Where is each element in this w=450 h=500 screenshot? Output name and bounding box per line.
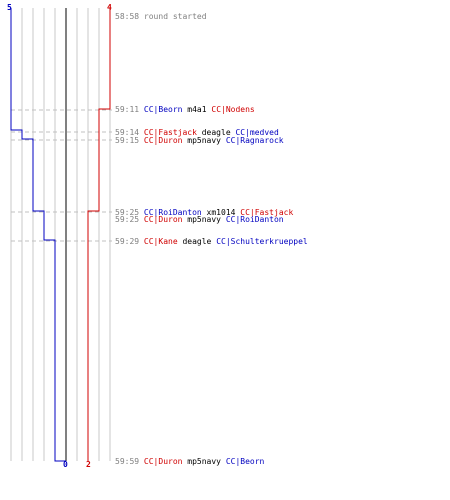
red-end-count: 2	[86, 460, 91, 469]
event-time: 59:15	[115, 136, 140, 145]
killer-name: CC|Fastjack	[143, 128, 197, 137]
event-time: 58:58	[115, 12, 140, 21]
event-row: 59:15 CC|Duron mp5navy CC|Ragnarock	[115, 136, 284, 145]
event-guide-lines	[11, 109, 112, 242]
event-time: 59:11	[115, 105, 140, 114]
victim-name: CC|Beorn	[225, 457, 265, 466]
event-row: 59:14 CC|Fastjack deagle CC|medved	[115, 128, 279, 137]
weapon-name: mp5navy	[187, 215, 221, 224]
victim-name: CC|Ragnarock	[225, 136, 284, 145]
event-row: 59:11 CC|Beorn m4a1 CC|Nodens	[115, 105, 255, 114]
red-start-count: 4	[107, 3, 112, 12]
player-count-grid	[10, 8, 111, 461]
killer-name: CC|Duron	[143, 136, 183, 145]
killer-name: CC|Beorn	[143, 105, 183, 114]
victim-name: CC|Nodens	[211, 105, 255, 114]
weapon-name: deagle	[182, 237, 212, 246]
event-time: 59:25	[115, 208, 140, 217]
event-row: 59:29 CC|Kane deagle CC|Schulterkrueppel	[115, 237, 308, 246]
event-time: 59:59	[115, 457, 140, 466]
event-row: 59:25 CC|Duron mp5navy CC|RoiDanton	[115, 215, 284, 224]
victim-name: CC|Fastjack	[240, 208, 294, 217]
victim-name: CC|Schulterkrueppel	[216, 237, 308, 246]
event-time: 59:14	[115, 128, 140, 137]
blue-end-count: 0	[63, 460, 68, 469]
killer-name: CC|Duron	[143, 215, 183, 224]
killer-name: CC|Kane	[143, 237, 178, 246]
weapon-name: m4a1	[187, 105, 207, 114]
killer-name: CC|RoiDanton	[143, 208, 202, 217]
event-message: round started	[143, 12, 207, 21]
event-time: 59:25	[115, 215, 140, 224]
event-time: 59:29	[115, 237, 140, 246]
weapon-name: mp5navy	[187, 457, 221, 466]
victim-name: CC|medved	[235, 128, 279, 137]
event-row: 59:25 CC|RoiDanton xm1014 CC|Fastjack	[115, 208, 293, 217]
weapon-name: mp5navy	[187, 136, 221, 145]
red-team-count-line	[87, 8, 111, 461]
victim-name: CC|RoiDanton	[225, 215, 284, 224]
weapon-name: xm1014	[206, 208, 236, 217]
killer-name: CC|Duron	[143, 457, 183, 466]
event-row: 59:59 CC|Duron mp5navy CC|Beorn	[115, 457, 264, 466]
event-row: 58:58 round started	[115, 12, 207, 21]
blue-team-count-line	[10, 8, 66, 462]
blue-start-count: 5	[7, 3, 12, 12]
weapon-name: deagle	[201, 128, 231, 137]
